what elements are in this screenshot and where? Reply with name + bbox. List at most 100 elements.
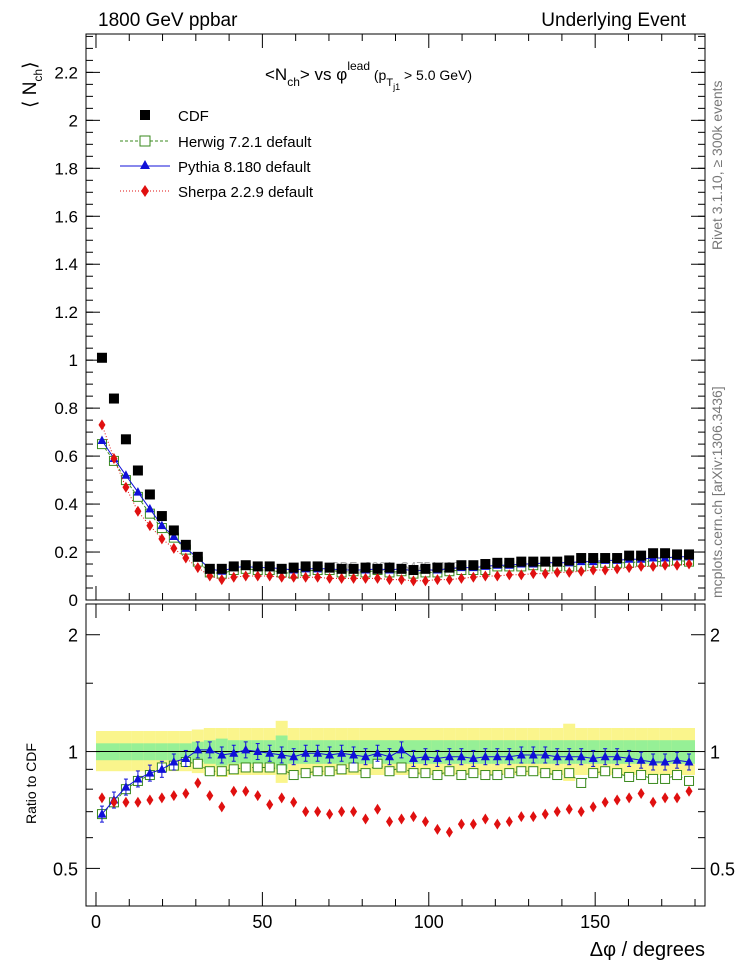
ratio-point-herwig (684, 775, 695, 786)
main-point-cdf (516, 556, 527, 567)
main-point-sherpa (362, 572, 370, 584)
main-point-sherpa (134, 505, 142, 517)
ratio-point-pythia (97, 809, 107, 818)
main-point-sherpa (601, 564, 609, 576)
main-ytick-label: 2.2 (54, 63, 78, 82)
main-point-cdf (180, 539, 191, 550)
ratio-point-pythia (145, 768, 155, 777)
ratio-point-pythia (504, 751, 514, 761)
main-point-cdf (228, 561, 239, 572)
main-point-sherpa (182, 552, 190, 564)
ratio-point-pythia (408, 753, 418, 762)
main-point-pythia (145, 503, 155, 513)
ratio-point-herwig (600, 766, 611, 777)
main-point-sherpa (194, 562, 202, 574)
ratio-point-herwig (264, 762, 275, 773)
main-panel: CDF_2001_S4751469 00.20.40.60.811.21.41.… (20, 33, 706, 610)
main-point-sherpa (577, 565, 585, 577)
ratio-point-sherpa (565, 803, 573, 815)
main-point-sherpa (290, 571, 298, 583)
ratio-ytick-label-right: 1 (710, 743, 720, 763)
ratio-ytick-label: 2 (68, 626, 78, 646)
main-ytick-label: 0.4 (54, 495, 78, 514)
ratio-point-sherpa (170, 790, 178, 802)
ratio-panel: 0.5 0.5 1 1 2 2 0 50 100 150 Ratio to CDF Δφ / de… (23, 603, 735, 961)
ratio-point-herwig (204, 766, 215, 777)
ratio-point-herwig (216, 766, 227, 777)
main-point-sherpa (254, 570, 262, 582)
ratio-point-pythia (576, 751, 586, 761)
legend-label-herwig: Herwig 7.2.1 default (178, 134, 312, 151)
ratio-point-pythia (289, 751, 299, 761)
ratio-point-sherpa (206, 790, 214, 802)
legend-marker-sherpa (141, 185, 149, 197)
ratio-point-herwig (648, 773, 659, 784)
ratio-point-sherpa (505, 816, 513, 828)
main-point-pythia (169, 531, 179, 540)
ratio-point-herwig (360, 768, 371, 779)
ratio-point-pythia (600, 751, 610, 761)
main-point-sherpa (397, 574, 405, 586)
main-point-cdf (276, 563, 287, 574)
main-point-cdf (348, 563, 359, 574)
main-point-cdf (456, 560, 467, 571)
main-point-cdf (540, 556, 551, 567)
main-point-sherpa (409, 575, 417, 587)
main-point-cdf (288, 562, 299, 573)
ratio-point-herwig (528, 766, 539, 777)
legend-marker-cdf (140, 110, 150, 120)
main-point-sherpa (433, 574, 441, 586)
ratio-point-sherpa (493, 818, 501, 830)
ratio-point-sherpa (457, 818, 465, 830)
main-point-cdf (156, 511, 167, 522)
main-point-cdf (96, 352, 107, 363)
ratio-point-sherpa (649, 796, 657, 808)
main-point-cdf (468, 560, 479, 571)
main-point-sherpa (326, 572, 334, 584)
main-point-sherpa (469, 571, 477, 583)
main-point-sherpa (110, 453, 118, 464)
ratio-point-herwig (552, 770, 563, 781)
ratio-point-sherpa (469, 818, 477, 830)
main-point-sherpa (230, 571, 238, 583)
main-point-sherpa (685, 558, 693, 570)
main-point-cdf (132, 465, 143, 476)
main-ytick-label: 0.8 (54, 399, 78, 418)
ratio-point-pythia (444, 751, 454, 761)
main-point-pythia (157, 520, 167, 530)
ratio-point-pythia (468, 753, 478, 762)
ratio-point-herwig (480, 770, 491, 781)
ratio-point-herwig (660, 773, 671, 784)
ratio-point-sherpa (529, 811, 537, 823)
header-analysis: Underlying Event (541, 10, 686, 31)
ratio-point-sherpa (302, 806, 310, 818)
main-point-sherpa (170, 542, 178, 554)
ratio-point-sherpa (266, 799, 274, 811)
main-axes: 0 0.2 0.4 0.6 0.8 1 1.2 1.4 1.6 1.8 2 2.2 (54, 34, 705, 610)
main-point-sherpa (218, 574, 226, 586)
ratio-point-sherpa (661, 792, 669, 804)
ratio-point-sherpa (110, 796, 118, 808)
ratio-point-herwig (516, 766, 527, 777)
ratio-ytick-label-right: 0.5 (710, 859, 735, 879)
ratio-point-herwig (468, 768, 479, 779)
main-point-cdf (564, 555, 575, 566)
main-point-cdf (216, 563, 227, 574)
ratio-point-sherpa (146, 794, 154, 806)
main-point-sherpa (613, 563, 621, 575)
ratio-point-pythia (337, 748, 347, 757)
main-point-cdf (600, 553, 611, 564)
ratio-point-sherpa (481, 813, 489, 825)
main-point-sherpa (637, 560, 645, 572)
legend-item-herwig: Herwig 7.2.1 default (120, 134, 312, 151)
main-point-sherpa (493, 570, 501, 582)
ratio-point-herwig (624, 771, 635, 782)
ratio-xtick-label: 150 (580, 912, 610, 932)
ratio-point-pythia (229, 748, 239, 757)
ratio-point-pythia (456, 751, 466, 761)
ratio-point-sherpa (350, 806, 358, 818)
main-point-cdf (192, 551, 203, 562)
ratio-series-layer (96, 741, 695, 838)
ratio-point-sherpa (517, 811, 525, 823)
ratio-point-herwig (252, 762, 263, 773)
